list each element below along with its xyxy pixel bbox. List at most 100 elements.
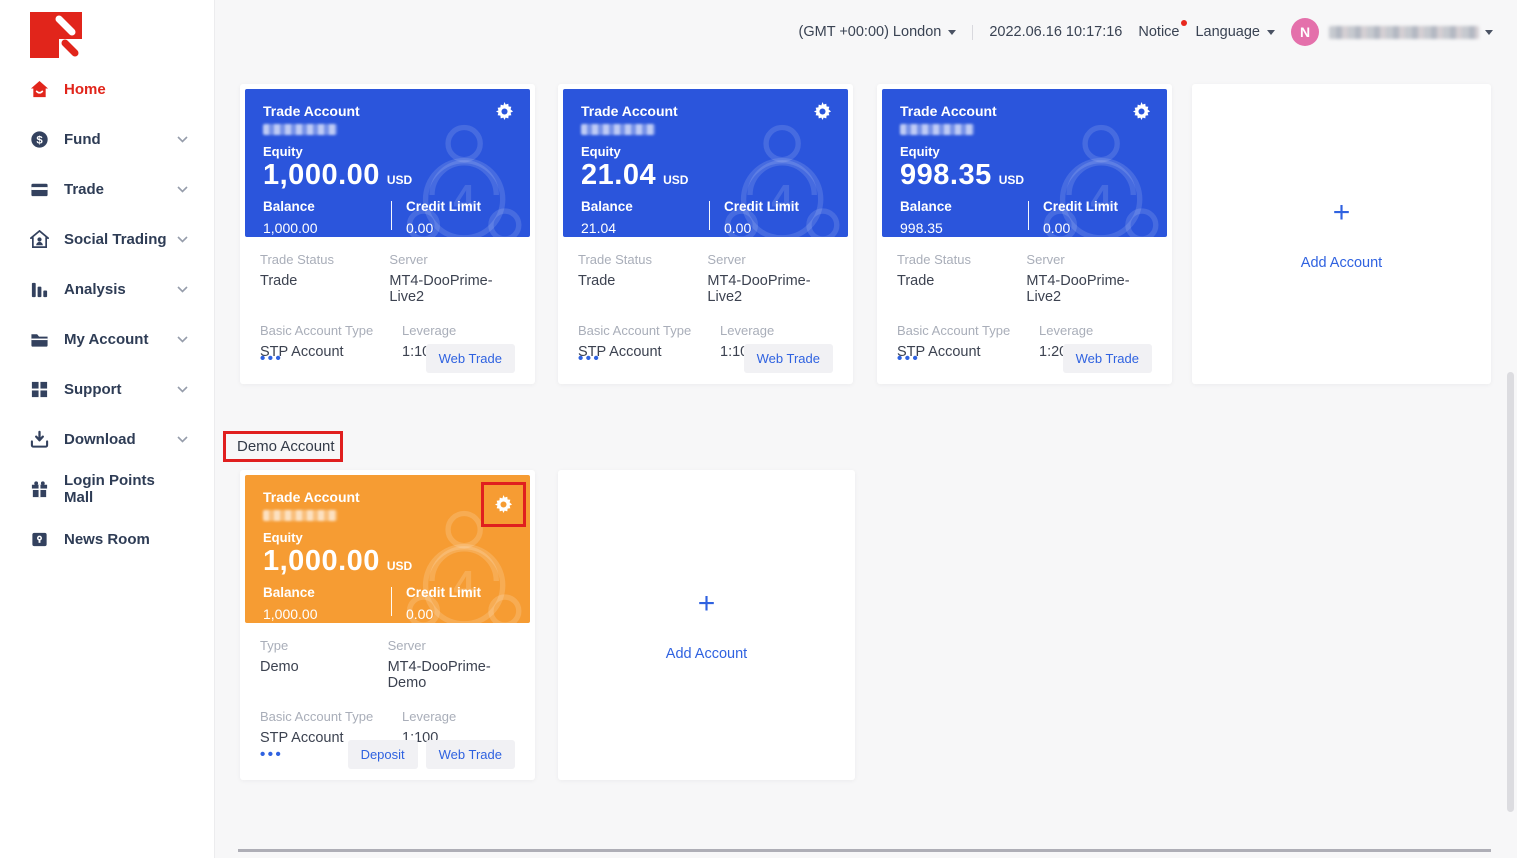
svg-text:$: $ (36, 134, 43, 146)
server-value: MT4-DooPrime-Demo (387, 659, 491, 691)
chevron-down-icon (177, 285, 188, 293)
leverage-label: Leverage (402, 709, 457, 724)
chevron-down-icon (177, 335, 188, 343)
mt4-watermark: 4 (406, 510, 522, 623)
trade-status-value: Trade (578, 273, 616, 289)
credit-limit-value: 0.00 (724, 220, 752, 236)
timezone-label: (GMT +00:00) London (798, 24, 942, 40)
balance-value: 1,000.00 (263, 220, 318, 236)
equity-label: Equity (581, 144, 621, 159)
more-actions-button[interactable]: ••• (260, 746, 284, 763)
gear-icon[interactable] (1132, 102, 1151, 121)
gear-icon[interactable] (495, 102, 514, 121)
add-account-label: Add Account (1300, 254, 1383, 271)
web-trade-button[interactable]: Web Trade (743, 344, 833, 373)
sidebar-item-fund[interactable]: $ Fund (0, 114, 214, 164)
card-title: Trade Account (900, 103, 997, 119)
user-menu[interactable]: N (1291, 18, 1493, 46)
mt4-watermark: 4 (724, 124, 840, 237)
credit-limit-label: Credit Limit (1043, 199, 1119, 214)
server-value: MT4-DooPrime-Live2 (707, 273, 811, 305)
credit-limit-value: 0.00 (406, 220, 434, 236)
deposit-button[interactable]: Deposit (347, 740, 418, 769)
leverage-label: Leverage (720, 323, 775, 338)
analysis-icon (31, 282, 48, 297)
web-trade-button[interactable]: Web Trade (425, 740, 515, 769)
server-label: Server (707, 252, 746, 267)
username-redacted (1329, 25, 1479, 39)
trade-status-label: Trade Status (260, 252, 334, 267)
chevron-down-icon (948, 29, 957, 35)
balance-value: 1,000.00 (263, 606, 318, 622)
notification-dot (1181, 20, 1188, 26)
basic-account-type-label: Basic Account Type (578, 323, 692, 338)
vertical-scrollbar[interactable] (1507, 372, 1514, 812)
sidebar: Home $ Fund Trade Social Tradin (0, 0, 215, 858)
sidebar-item-label: My Account (64, 330, 149, 348)
sidebar-item-news-room[interactable]: News Room (0, 514, 214, 564)
web-trade-button[interactable]: Web Trade (425, 344, 515, 373)
datetime-label: 2022.06.16 10:17:16 (989, 24, 1123, 40)
sidebar-menu: Home $ Fund Trade Social Tradin (0, 64, 214, 564)
sidebar-item-analysis[interactable]: Analysis (0, 264, 214, 314)
currency-label: USD (998, 173, 1025, 187)
sidebar-item-social-trading[interactable]: Social Trading (0, 214, 214, 264)
chevron-down-icon (177, 185, 188, 193)
chevron-down-icon (177, 435, 188, 443)
sidebar-item-label: News Room (64, 530, 150, 548)
currency-label: USD (663, 173, 689, 187)
sidebar-item-label: Fund (64, 130, 101, 148)
basic-account-type-label: Basic Account Type (260, 709, 374, 724)
divider (391, 201, 392, 230)
more-actions-button[interactable]: ••• (578, 350, 602, 367)
balance-value: 998.35 (900, 220, 943, 236)
mt4-watermark: 4 (1043, 124, 1159, 237)
svg-text:4: 4 (453, 178, 475, 221)
sidebar-item-login-points-mall[interactable]: Login Points Mall (0, 464, 214, 514)
fund-icon: $ (31, 130, 48, 148)
card-header: Trade Account Equity 21.04 USD Balance 2… (563, 89, 848, 237)
more-actions-button[interactable]: ••• (260, 350, 284, 367)
sidebar-item-label: Home (64, 80, 106, 98)
language-selector[interactable]: Language (1195, 24, 1275, 40)
doo-prime-logo (30, 12, 82, 58)
sidebar-item-my-account[interactable]: My Account (0, 314, 214, 364)
equity-label: Equity (900, 144, 940, 159)
sidebar-item-trade[interactable]: Trade (0, 164, 214, 214)
equity-value: 1,000.00 (263, 159, 380, 191)
credit-limit-value: 0.00 (1043, 220, 1071, 236)
card-title: Trade Account (263, 489, 360, 505)
gear-icon[interactable] (494, 495, 513, 514)
basic-account-type-value: STP Account (260, 730, 344, 746)
server-label: Server (1026, 252, 1065, 267)
timezone-selector[interactable]: (GMT +00:00) London (799, 24, 957, 40)
equity-value: 21.04 (581, 159, 657, 191)
account-number-redacted (581, 124, 655, 135)
trade-icon (31, 183, 48, 196)
balance-label: Balance (581, 199, 633, 214)
notice-button[interactable]: Notice (1138, 20, 1188, 40)
basic-account-type-label: Basic Account Type (897, 323, 1011, 338)
sidebar-item-label: Download (64, 430, 136, 448)
balance-label: Balance (263, 585, 315, 600)
balance-label: Balance (900, 199, 952, 214)
sidebar-item-download[interactable]: Download (0, 414, 214, 464)
more-actions-button[interactable]: ••• (897, 350, 921, 367)
type-label: Type (260, 638, 289, 653)
account-number-redacted (263, 510, 337, 521)
add-account-card[interactable]: + Add Account (1192, 84, 1491, 384)
avatar: N (1291, 18, 1319, 46)
language-label: Language (1195, 24, 1260, 40)
add-account-label: Add Account (665, 645, 748, 662)
web-trade-button[interactable]: Web Trade (1062, 344, 1152, 373)
demo-trade-account-card: Trade Account Equity 1,000.00 USD Balanc… (240, 470, 535, 780)
sidebar-item-support[interactable]: Support (0, 364, 214, 414)
horizontal-scrollbar[interactable] (238, 849, 1491, 852)
add-demo-account-card[interactable]: + Add Account (558, 470, 855, 780)
server-value: MT4-DooPrime-Live2 (389, 273, 493, 305)
sidebar-item-home[interactable]: Home (0, 64, 214, 114)
currency-label: USD (386, 173, 413, 187)
mt4-watermark: 4 (406, 124, 522, 237)
gear-icon[interactable] (813, 102, 832, 121)
server-label: Server (387, 638, 426, 653)
